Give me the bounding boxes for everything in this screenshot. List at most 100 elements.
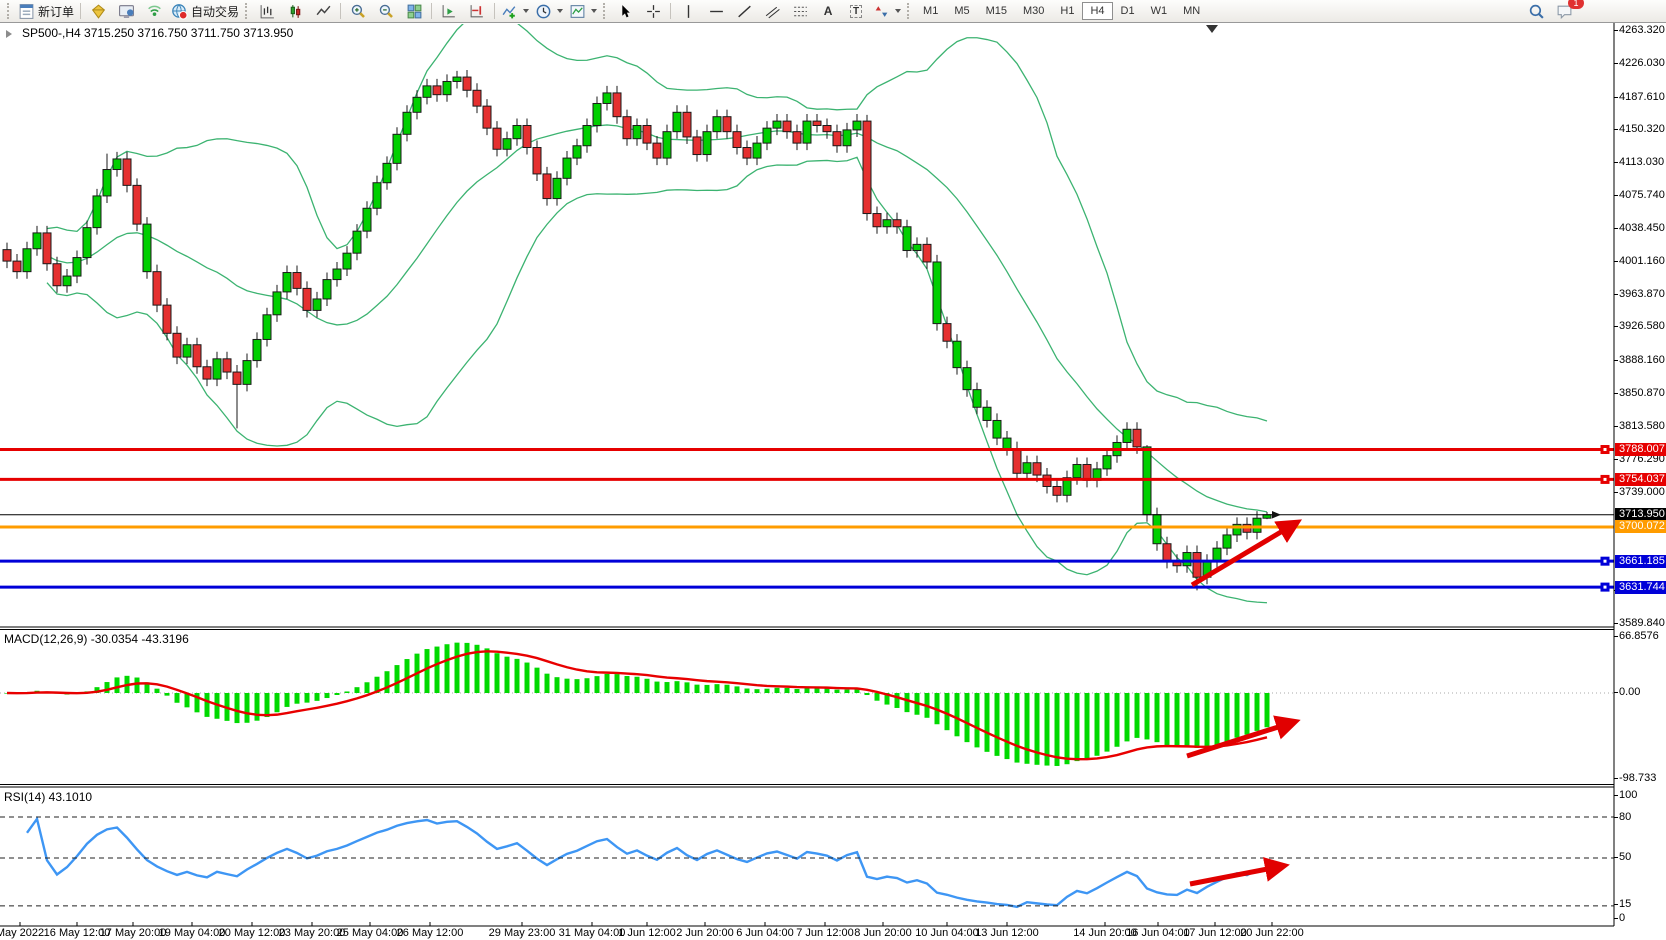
chart-shift-button[interactable] xyxy=(463,1,491,21)
toolbar-grip xyxy=(603,3,608,19)
text-tool-button[interactable]: A xyxy=(814,1,842,21)
time-axis[interactable]: May 2022 16 May 12:00 17 May 20:00 19 May 0… xyxy=(0,927,1614,940)
macd-histogram-bar xyxy=(874,693,880,701)
macd-signal-line[interactable] xyxy=(6,650,1268,761)
macd-histogram-bar xyxy=(1054,693,1060,766)
price-scale[interactable]: 4263.320 4226.030 4187.610 4150.320 4113.030… xyxy=(1613,23,1666,940)
macd-histogram-bar xyxy=(894,693,900,708)
macd-histogram-bar xyxy=(1214,693,1220,745)
trend-arrow-price[interactable] xyxy=(1190,519,1303,588)
candle xyxy=(172,332,182,358)
text-label-tool-button[interactable]: T xyxy=(842,1,870,21)
new-order-button[interactable]: 新订单 xyxy=(15,1,77,21)
macd-histogram-bar xyxy=(474,644,480,693)
notifications-button[interactable]: 1 xyxy=(1550,0,1584,21)
vertical-line-tool-button[interactable] xyxy=(674,1,702,21)
text-label-icon: T xyxy=(849,4,863,18)
macd-histogram-bar xyxy=(954,693,960,737)
crosshair-tool-button[interactable] xyxy=(639,1,667,21)
price-tick: 3813.580 xyxy=(1614,419,1665,432)
macd-histogram-bar xyxy=(114,677,120,693)
timeframe-H1[interactable]: H1 xyxy=(1060,5,1075,17)
cursor-tool-button[interactable] xyxy=(611,1,639,21)
time-label: 17 May 20:00 xyxy=(99,927,167,939)
macd-histogram-bar xyxy=(584,678,590,693)
tile-windows-icon xyxy=(407,4,421,18)
macd-histogram-bar xyxy=(864,693,870,696)
bollinger-lower-band[interactable] xyxy=(46,156,1268,604)
gem-icon xyxy=(91,3,105,19)
macd-histogram-bar xyxy=(284,693,290,707)
tile-windows-button[interactable] xyxy=(400,1,428,21)
timeframe-D1[interactable]: D1 xyxy=(1120,5,1135,17)
macd-scale-tick: -98.733 xyxy=(1613,772,1657,784)
terminal-button[interactable] xyxy=(112,1,140,21)
timeframe-M15[interactable]: M15 xyxy=(985,5,1007,17)
candle xyxy=(1072,463,1082,479)
timeframe-M30[interactable]: M30 xyxy=(1023,5,1045,17)
candle xyxy=(472,89,482,107)
candle xyxy=(272,291,282,316)
macd-histogram-bar xyxy=(484,648,490,693)
line-chart-mode-button[interactable] xyxy=(309,1,337,21)
signals-button[interactable] xyxy=(140,1,168,21)
macd-histogram-bar xyxy=(1064,693,1070,765)
macd-histogram-bar xyxy=(1144,693,1150,740)
zoom-in-button[interactable] xyxy=(344,1,372,21)
candle xyxy=(162,304,172,334)
timeframe-M1[interactable]: M1 xyxy=(923,5,939,17)
macd-histogram-bar xyxy=(194,693,200,713)
candle xyxy=(672,111,682,133)
macd-histogram-bar xyxy=(984,693,990,752)
candle xyxy=(1212,547,1222,562)
macd-panel[interactable] xyxy=(0,642,1614,766)
candle xyxy=(892,219,902,228)
candle xyxy=(872,213,882,228)
trend-arrow-macd[interactable] xyxy=(1186,715,1301,759)
rsi-line[interactable] xyxy=(26,816,1268,909)
auto-scroll-button[interactable] xyxy=(435,1,463,21)
arrows-tool-button[interactable] xyxy=(870,1,904,21)
candle xyxy=(342,252,352,270)
indicators-button[interactable] xyxy=(498,1,532,21)
macd-histogram-bar xyxy=(274,693,280,713)
macd-histogram-bar xyxy=(134,677,140,693)
price-tick: 4038.450 xyxy=(1614,221,1665,234)
time-label: 13 Jun 12:00 xyxy=(975,927,1039,939)
candle-chart-mode-button[interactable] xyxy=(281,1,309,21)
bollinger-middle-band[interactable] xyxy=(46,124,1268,513)
timeframe-MN[interactable]: MN xyxy=(1183,5,1201,17)
trend-arrow-rsi[interactable] xyxy=(1189,857,1290,887)
fibonacci-tool-button[interactable] xyxy=(786,1,814,21)
trendline-tool-button[interactable] xyxy=(730,1,758,21)
macd-histogram-bar xyxy=(1224,693,1230,742)
timeframe-H4[interactable]: H4 xyxy=(1082,2,1113,20)
search-button[interactable] xyxy=(1522,1,1550,21)
zoom-out-button[interactable] xyxy=(372,1,400,21)
macd-histogram-bar xyxy=(724,684,730,693)
macd-histogram-bar xyxy=(454,642,460,693)
bar-chart-mode-button[interactable] xyxy=(253,1,281,21)
channel-tool-button[interactable] xyxy=(758,1,786,21)
bollinger-upper-band[interactable] xyxy=(46,10,1268,422)
candle xyxy=(52,263,62,287)
macd-histogram-bar xyxy=(164,693,170,696)
price-tick: 4001.160 xyxy=(1614,254,1665,267)
arrow-objects-icon xyxy=(875,5,888,17)
macd-histogram-bar xyxy=(1024,693,1030,764)
horizontal-line-tool-button[interactable] xyxy=(702,1,730,21)
timeframe-W1[interactable]: W1 xyxy=(1150,5,1168,17)
price-panel[interactable] xyxy=(2,10,1272,604)
macd-histogram-bar xyxy=(774,687,780,693)
timeframe-M5[interactable]: M5 xyxy=(954,5,970,17)
periods-button[interactable] xyxy=(532,1,566,21)
auto-trading-button[interactable]: 自动交易 xyxy=(168,1,242,21)
candle xyxy=(212,358,222,380)
rsi-panel[interactable] xyxy=(26,816,1268,909)
macd-histogram-bar xyxy=(424,649,430,693)
one-click-trading-arrow[interactable] xyxy=(6,30,12,38)
templates-button[interactable] xyxy=(566,1,600,21)
market-watch-button[interactable] xyxy=(84,1,112,21)
